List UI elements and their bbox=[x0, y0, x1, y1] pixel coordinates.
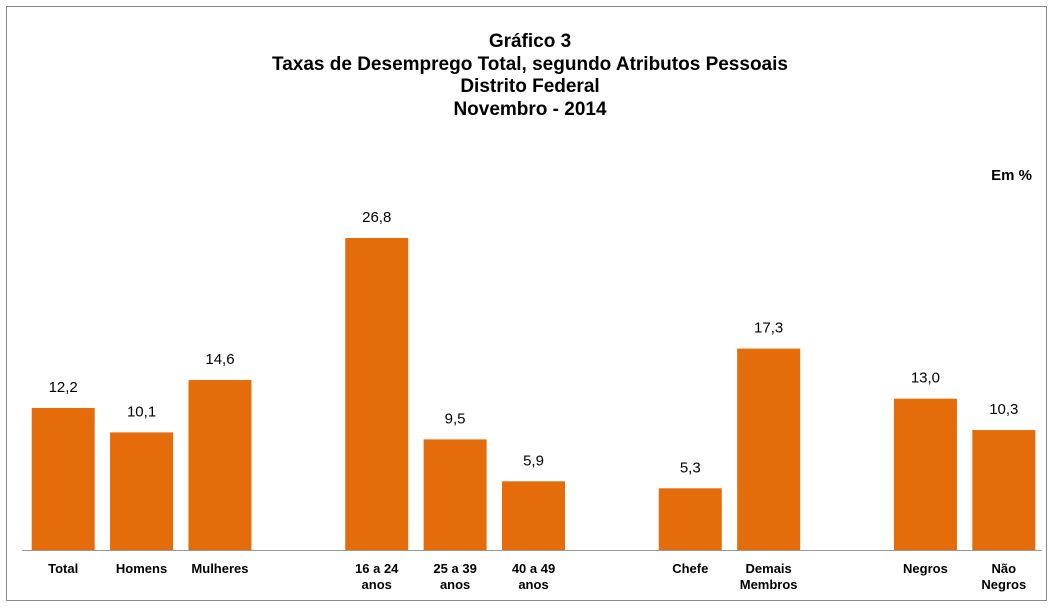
chart-title: Distrito Federal bbox=[460, 76, 599, 97]
x-tick-label: Chefe bbox=[672, 561, 708, 576]
value-label: 5,3 bbox=[680, 459, 701, 476]
bar bbox=[737, 348, 801, 550]
bar bbox=[31, 407, 95, 550]
x-tick-label: Mulheres bbox=[191, 561, 248, 576]
value-label: 10,3 bbox=[989, 401, 1018, 418]
bar bbox=[110, 432, 174, 550]
bar bbox=[502, 481, 565, 550]
value-label: 9,5 bbox=[445, 410, 466, 427]
x-tick-label: Homens bbox=[116, 561, 167, 576]
chart-title: Novembro - 2014 bbox=[453, 99, 607, 120]
value-label: 26,8 bbox=[362, 209, 391, 226]
value-label: 5,9 bbox=[523, 452, 544, 469]
value-label: 14,6 bbox=[205, 351, 234, 368]
x-tick-label: Total bbox=[48, 561, 78, 576]
unit-label: Em % bbox=[991, 167, 1032, 184]
bar bbox=[345, 238, 409, 550]
x-tick-label: 40 a 49 anos bbox=[512, 561, 555, 592]
value-label: 10,1 bbox=[127, 403, 156, 420]
bar bbox=[972, 430, 1036, 550]
bar bbox=[893, 398, 957, 550]
x-tick-label: 25 a 39 anos bbox=[433, 561, 476, 592]
value-label: 17,3 bbox=[754, 320, 783, 337]
value-label: 12,2 bbox=[49, 379, 78, 396]
x-tick-label: Demais Membros bbox=[740, 561, 798, 592]
x-tick-label: Não Negros bbox=[981, 561, 1026, 592]
bar bbox=[423, 439, 487, 550]
x-tick-label: 16 a 24 anos bbox=[355, 561, 399, 592]
chart-title: Gráfico 3 bbox=[489, 31, 571, 52]
value-label: 13,0 bbox=[911, 370, 940, 387]
chart-title: Taxas de Desemprego Total, segundo Atrib… bbox=[272, 54, 788, 75]
bar bbox=[188, 380, 252, 550]
x-tick-label: Negros bbox=[903, 561, 948, 576]
bar bbox=[658, 488, 722, 550]
